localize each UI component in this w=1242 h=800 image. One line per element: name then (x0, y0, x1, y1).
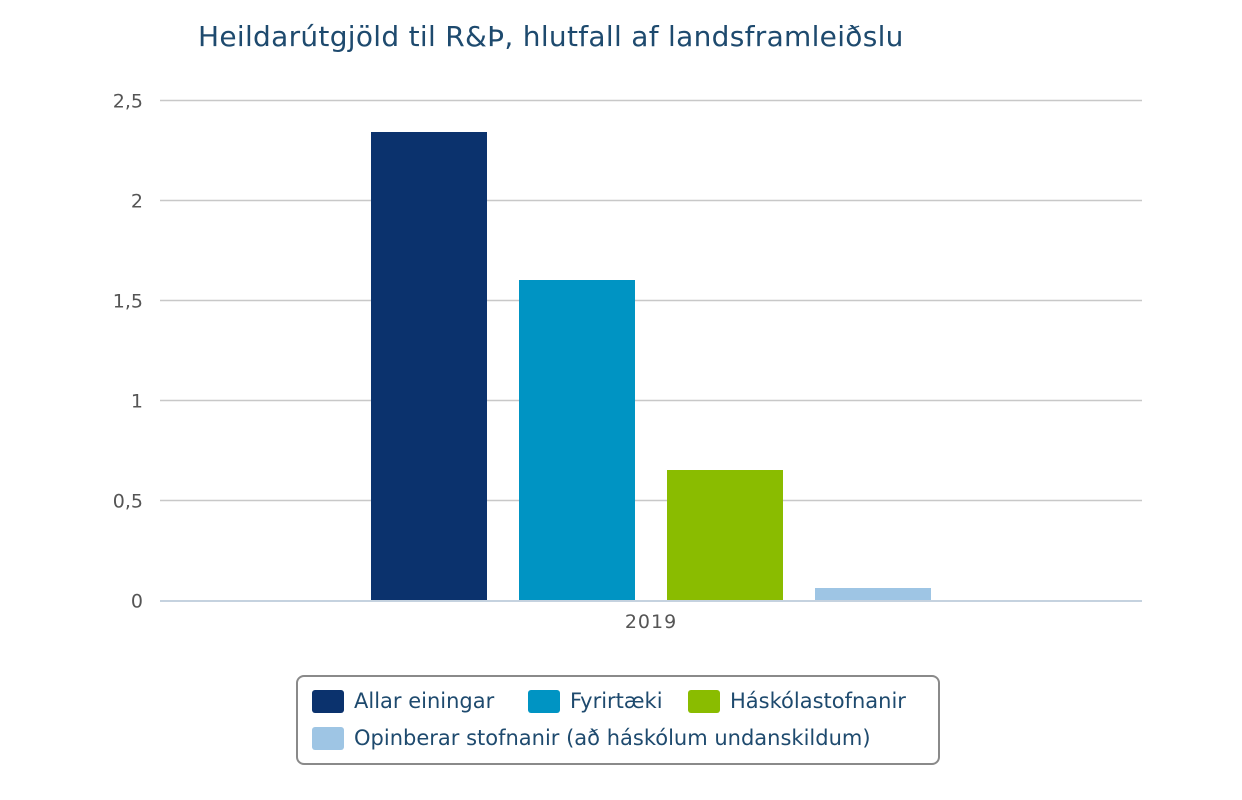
y-tick-label: 2 (131, 191, 143, 213)
legend-swatch (312, 689, 344, 713)
legend-swatch (312, 726, 344, 750)
legend-item-allar-einingar[interactable]: Allar einingar (312, 689, 494, 713)
legend-swatch (528, 689, 560, 713)
bar-chart: 0 0,5 1 1,5 2 2,5 2019 (113, 91, 1142, 633)
chart-title: Heildarútgjöld til R&Þ, hlutfall af land… (198, 20, 904, 53)
bar (815, 588, 931, 600)
y-tick-label: 1 (131, 391, 143, 413)
y-axis-ticks: 0 0,5 1 1,5 2 2,5 (113, 91, 143, 613)
legend-swatch (688, 689, 720, 713)
legend-label: Fyrirtæki (570, 689, 663, 713)
legend-item-opinberar-stofnanir[interactable]: Opinberar stofnanir (að háskólum undansk… (312, 726, 871, 750)
bar (667, 470, 783, 600)
legend-label: Allar einingar (354, 689, 495, 713)
y-tick-label: 0,5 (113, 491, 143, 513)
bar (371, 132, 487, 600)
y-tick-label: 2,5 (113, 91, 143, 113)
x-axis-ticks: 2019 (160, 600, 1142, 633)
y-tick-label: 0 (131, 591, 143, 613)
x-tick-label: 2019 (625, 611, 677, 633)
legend-item-fyrirtaeki[interactable]: Fyrirtæki (528, 689, 663, 713)
chart-legend: Allar einingar Fyrirtæki Háskólastofnani… (296, 675, 940, 765)
legend-label: Opinberar stofnanir (að háskólum undansk… (354, 726, 871, 750)
bar (519, 280, 635, 600)
bar-series (371, 132, 931, 600)
gridlines (160, 99, 1142, 502)
legend-label: Háskólastofnanir (730, 689, 906, 713)
y-tick-label: 1,5 (113, 291, 143, 313)
legend-item-haskolastofnanir[interactable]: Háskólastofnanir (688, 689, 906, 713)
